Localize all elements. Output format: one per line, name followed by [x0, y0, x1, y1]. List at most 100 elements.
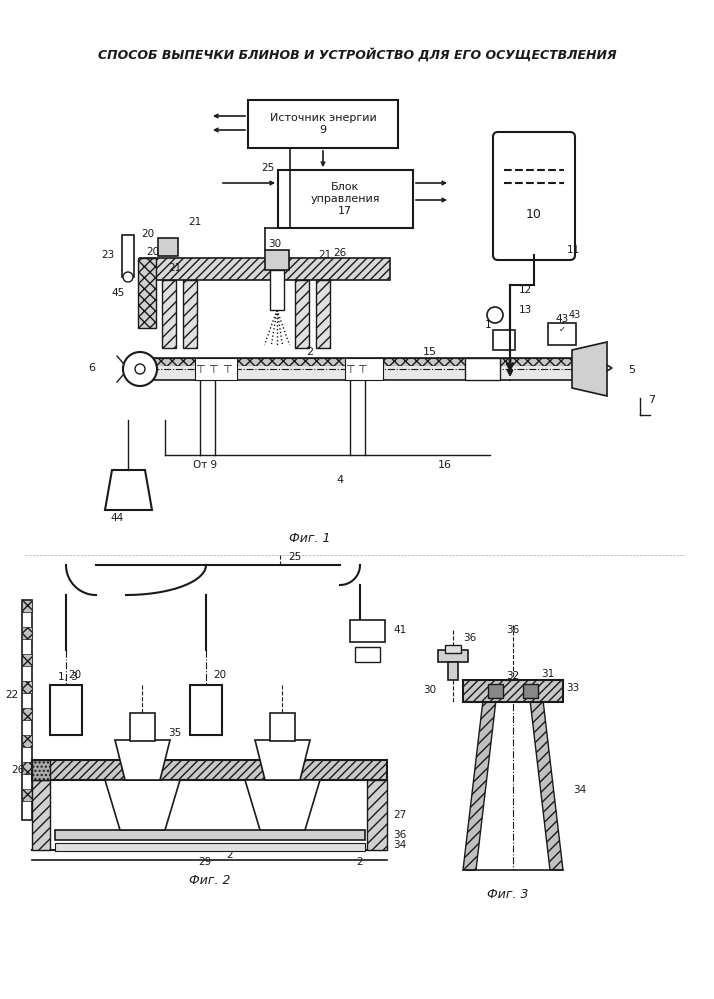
Text: 4: 4 [336, 475, 343, 485]
Text: 1, 3: 1, 3 [58, 672, 78, 682]
Text: 27: 27 [393, 810, 407, 820]
Text: 20: 20 [141, 229, 154, 239]
Text: 22: 22 [6, 690, 19, 700]
Bar [463, 680, 563, 702]
Bar [140, 358, 573, 366]
Bar [355, 647, 380, 662]
Text: 2: 2 [306, 347, 313, 357]
Text: От 9: От 9 [193, 460, 217, 470]
Bar [55, 843, 365, 851]
Text: 41: 41 [393, 625, 407, 635]
Polygon shape [255, 740, 310, 780]
Bar [22, 789, 32, 801]
Polygon shape [463, 700, 496, 870]
Text: 2: 2 [357, 857, 363, 867]
Text: 34: 34 [393, 840, 407, 850]
Bar [548, 323, 576, 345]
Bar [195, 358, 237, 380]
Text: 11: 11 [566, 245, 580, 255]
Bar [140, 366, 573, 380]
Bar [32, 760, 387, 780]
Text: 35: 35 [169, 728, 181, 738]
Bar [122, 235, 134, 277]
Bar [22, 627, 32, 639]
Text: 45: 45 [111, 288, 125, 298]
Text: ⊤: ⊤ [195, 365, 205, 375]
Bar [438, 650, 468, 662]
Text: 25: 25 [261, 163, 275, 173]
Bar [183, 280, 197, 348]
Text: 2: 2 [226, 850, 233, 860]
Bar [158, 238, 178, 256]
Bar [32, 780, 50, 850]
Circle shape [135, 364, 145, 374]
Bar [248, 100, 398, 148]
Polygon shape [115, 740, 170, 780]
Bar [270, 270, 284, 310]
Bar [265, 250, 289, 270]
Bar [350, 620, 385, 642]
Text: Фиг. 3: Фиг. 3 [487, 888, 529, 901]
Bar [55, 830, 365, 840]
Text: 25: 25 [288, 552, 301, 562]
Circle shape [123, 272, 133, 282]
Text: 32: 32 [506, 671, 520, 681]
Bar [465, 358, 500, 380]
Bar [130, 713, 155, 741]
Bar [22, 654, 32, 666]
Bar [140, 258, 390, 280]
Text: 29: 29 [198, 857, 211, 867]
Bar [22, 708, 32, 720]
Polygon shape [530, 700, 563, 870]
Text: ✓: ✓ [558, 325, 565, 334]
Text: 1: 1 [485, 320, 491, 330]
Text: Фиг. 1: Фиг. 1 [289, 531, 331, 544]
Text: 36: 36 [393, 830, 407, 840]
Text: 26: 26 [11, 765, 24, 775]
Bar [278, 170, 413, 228]
FancyBboxPatch shape [493, 132, 575, 260]
Polygon shape [245, 780, 320, 830]
Bar [270, 713, 295, 741]
Text: 30: 30 [423, 685, 436, 695]
Text: Источник энергии
9: Источник энергии 9 [270, 113, 376, 135]
Text: 30: 30 [268, 239, 281, 249]
Text: 7: 7 [648, 395, 655, 405]
Bar [138, 258, 156, 328]
Text: 43: 43 [569, 310, 581, 320]
Text: 16: 16 [438, 460, 452, 470]
Bar [523, 684, 538, 698]
Bar [22, 681, 32, 693]
Text: 15: 15 [423, 347, 437, 357]
Bar [367, 780, 387, 850]
Text: ⊤: ⊤ [222, 365, 232, 375]
Text: 13: 13 [518, 305, 532, 315]
Text: Фиг. 2: Фиг. 2 [189, 873, 231, 886]
Polygon shape [105, 470, 152, 510]
Bar [22, 762, 32, 774]
Text: 12: 12 [518, 285, 532, 295]
Text: 23: 23 [101, 250, 115, 260]
Text: ⊤: ⊤ [208, 365, 218, 375]
Bar [295, 280, 309, 348]
Text: ⊤: ⊤ [345, 365, 355, 375]
Bar [32, 760, 50, 780]
Text: 20: 20 [213, 670, 226, 680]
Text: 10: 10 [526, 209, 542, 222]
Text: ⊤: ⊤ [357, 365, 367, 375]
Polygon shape [105, 780, 180, 830]
Circle shape [123, 352, 157, 386]
Bar [190, 685, 222, 735]
Text: 14: 14 [293, 315, 306, 325]
Text: 26: 26 [333, 248, 346, 258]
Text: 33: 33 [566, 683, 580, 693]
Text: 21: 21 [188, 217, 201, 227]
Bar [493, 330, 515, 350]
Bar [22, 735, 32, 747]
Bar [445, 645, 461, 653]
Text: 20: 20 [69, 670, 81, 680]
Text: 20: 20 [146, 247, 159, 257]
Text: 36: 36 [506, 625, 520, 635]
Bar [316, 280, 330, 348]
Text: 5: 5 [628, 365, 635, 375]
